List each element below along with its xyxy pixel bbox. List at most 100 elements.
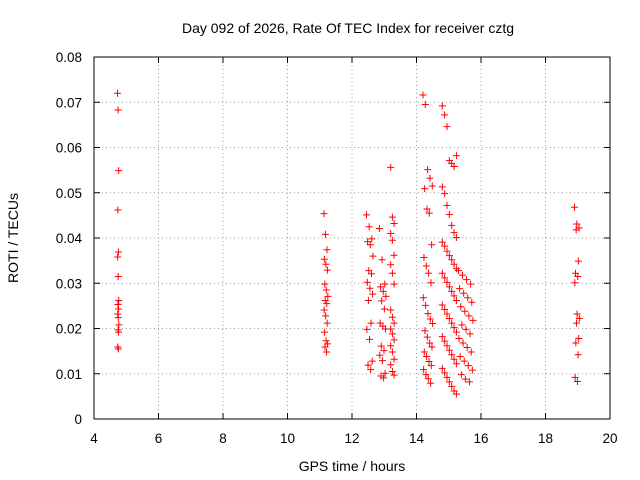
- data-point: [572, 319, 580, 327]
- data-point: [438, 333, 446, 341]
- data-point: [575, 334, 583, 342]
- data-point: [469, 316, 477, 324]
- data-point: [459, 339, 467, 347]
- data-point: [452, 152, 460, 160]
- data-point: [423, 205, 431, 213]
- data-point: [574, 272, 582, 280]
- data-point: [420, 366, 428, 374]
- data-point: [115, 296, 123, 304]
- y-tick-label: 0.01: [56, 367, 82, 382]
- data-point: [423, 353, 431, 361]
- data-point: [322, 337, 330, 345]
- data-point: [461, 307, 469, 315]
- data-point: [445, 346, 453, 354]
- data-point: [114, 301, 122, 309]
- data-point: [114, 272, 122, 280]
- data-point: [321, 230, 329, 238]
- data-point: [320, 255, 328, 263]
- data-point: [375, 224, 383, 232]
- data-point: [460, 289, 468, 297]
- data-point: [322, 260, 330, 268]
- y-tick-label: 0.04: [56, 231, 83, 246]
- data-point: [390, 336, 398, 344]
- x-tick-label: 20: [602, 431, 617, 446]
- data-point: [575, 224, 583, 232]
- data-point: [422, 371, 430, 379]
- data-point: [114, 248, 122, 256]
- data-point: [115, 328, 123, 336]
- data-point: [443, 201, 451, 209]
- data-point: [452, 390, 460, 398]
- data-point: [114, 314, 122, 322]
- data-point: [573, 220, 581, 228]
- data-point: [321, 328, 329, 336]
- data-point: [378, 357, 386, 365]
- data-point: [390, 280, 398, 288]
- data-point: [115, 321, 123, 329]
- data-point: [575, 315, 583, 323]
- data-point: [425, 269, 433, 277]
- data-point: [571, 203, 579, 211]
- data-point: [467, 280, 475, 288]
- data-point: [445, 283, 453, 291]
- x-tick-label: 16: [473, 431, 488, 446]
- data-point: [465, 378, 473, 386]
- data-point: [421, 101, 429, 109]
- data-point: [380, 347, 388, 355]
- data-point: [466, 330, 474, 338]
- data-point: [320, 210, 328, 218]
- data-point: [419, 91, 427, 99]
- axis-ticks: 4 6 8 10 12 14 16 18 20 0 0.01 0.02 0.03 0.04 0.05 0.06…: [56, 50, 618, 446]
- y-tick-label: 0: [74, 412, 82, 427]
- data-point: [448, 221, 456, 229]
- data-point: [323, 319, 331, 327]
- data-point: [441, 274, 449, 282]
- data-point: [114, 345, 122, 353]
- data-point: [450, 324, 458, 332]
- data-point: [115, 167, 123, 175]
- data-point: [114, 89, 122, 97]
- data-point: [421, 185, 429, 193]
- data-point: [457, 303, 465, 311]
- data-point: [441, 242, 449, 250]
- data-point: [324, 292, 332, 300]
- data-point: [468, 366, 476, 374]
- data-point: [387, 325, 395, 333]
- data-point: [443, 342, 451, 350]
- data-point: [387, 163, 395, 171]
- data-point: [458, 271, 466, 279]
- data-point: [428, 241, 436, 249]
- data-point: [115, 305, 123, 313]
- data-point: [445, 378, 453, 386]
- data-point: [387, 306, 395, 314]
- y-axis-label: ROTI / TECUs: [5, 193, 21, 283]
- data-point: [443, 310, 451, 318]
- data-point: [387, 361, 395, 369]
- data-point: [114, 310, 122, 318]
- data-point: [425, 209, 433, 217]
- data-point: [420, 253, 428, 261]
- data-point: [572, 339, 580, 347]
- data-point: [450, 260, 458, 268]
- data-point: [438, 102, 446, 110]
- data-point: [462, 325, 470, 333]
- data-point: [366, 335, 374, 343]
- data-point: [376, 351, 384, 359]
- data-point: [464, 362, 472, 370]
- data-point: [438, 301, 446, 309]
- x-tick-label: 4: [90, 431, 98, 446]
- data-point: [450, 229, 458, 237]
- data-point: [448, 287, 456, 295]
- data-point: [443, 247, 451, 255]
- data-point: [573, 310, 581, 318]
- data-point: [364, 296, 372, 304]
- data-point: [463, 344, 471, 352]
- data-point: [438, 364, 446, 372]
- data-point: [366, 284, 374, 292]
- data-point: [468, 298, 476, 306]
- x-tick-label: 10: [280, 431, 295, 446]
- data-point: [321, 343, 329, 351]
- data-point: [378, 297, 386, 305]
- data-point: [450, 163, 458, 171]
- data-point: [427, 379, 435, 387]
